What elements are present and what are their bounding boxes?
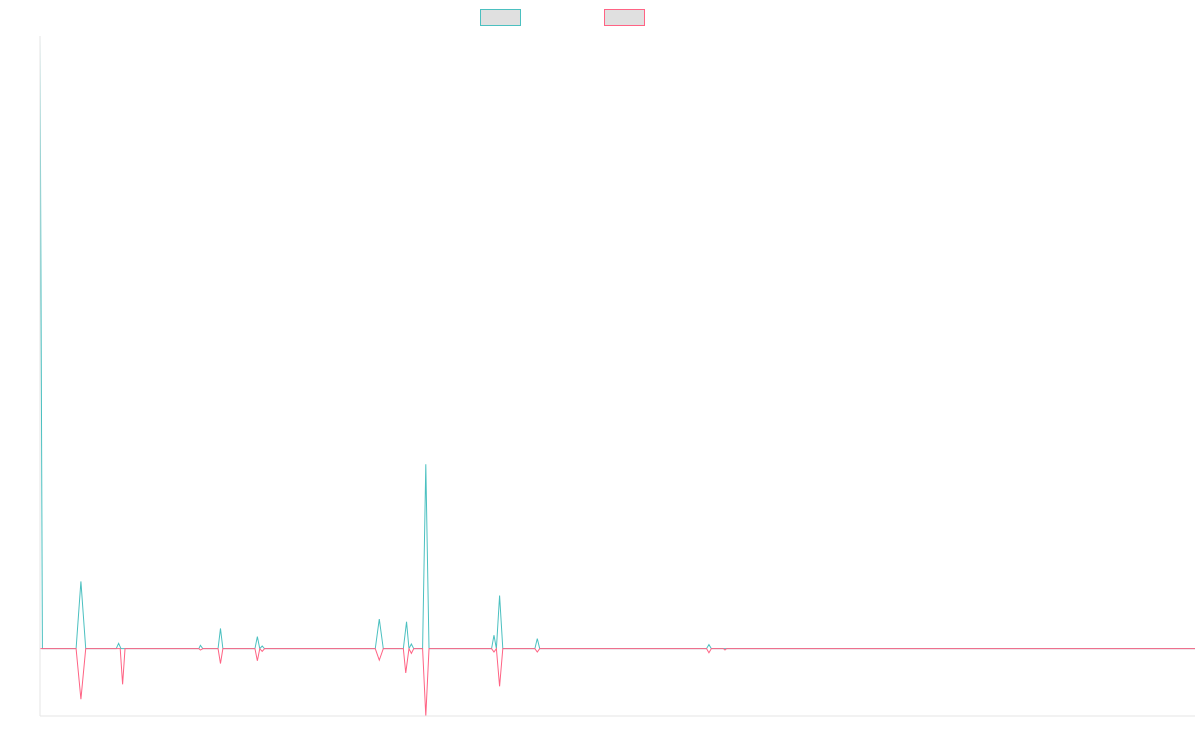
legend-swatch-series-2[interactable] [604,9,645,26]
axes [39,36,1195,717]
plot-area [39,35,1195,717]
legend [480,9,645,26]
legend-swatch-series-1[interactable] [480,9,521,26]
series-2-line [40,647,1195,717]
series-1-line [39,35,1195,651]
